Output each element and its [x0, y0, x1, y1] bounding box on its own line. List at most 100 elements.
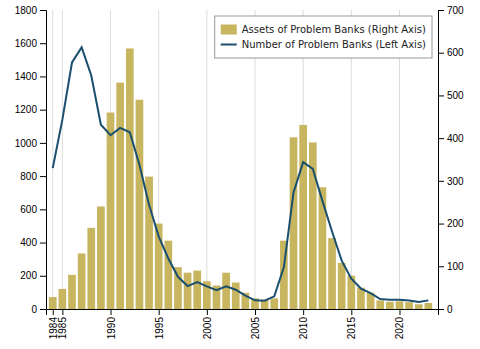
tick-label: 1000	[15, 138, 38, 149]
bar	[290, 137, 298, 309]
tick-label: 2005	[250, 317, 261, 340]
tick-mark	[40, 110, 46, 111]
tick-mark	[438, 266, 444, 267]
tick-label: 2015	[346, 317, 357, 340]
tick-label: 1995	[154, 317, 165, 340]
bar	[97, 206, 105, 309]
bar	[87, 228, 95, 309]
tick-mark	[40, 43, 46, 44]
tick: 1000	[15, 138, 46, 149]
bar	[193, 271, 201, 309]
tick-label: 1990	[106, 317, 117, 340]
tick-label: 400	[447, 133, 464, 144]
bar	[68, 275, 76, 309]
tick: 2010	[298, 309, 309, 339]
tick-mark	[351, 309, 352, 315]
tick: 200	[20, 270, 46, 281]
tick: 400	[438, 133, 464, 144]
tick: 2000	[202, 309, 213, 339]
tick: 500	[438, 90, 464, 101]
bar	[232, 283, 240, 309]
tick-mark	[40, 143, 46, 144]
tick-label: 2020	[394, 317, 405, 340]
tick: 800	[20, 171, 46, 182]
tick-label: 1600	[15, 38, 38, 49]
bar	[425, 303, 433, 309]
tick-mark	[40, 176, 46, 177]
y2-axis: 0100200300400500600700	[438, 5, 464, 315]
bar	[299, 125, 307, 309]
bar	[319, 187, 327, 309]
bar	[49, 297, 57, 309]
tick-label: 0	[447, 304, 453, 315]
tick-label: 800	[20, 171, 37, 182]
line	[53, 47, 429, 302]
marks	[49, 47, 432, 309]
bar	[184, 273, 192, 309]
bar	[376, 300, 384, 309]
legend: Assets of Problem Banks (Right Axis)Numb…	[215, 16, 432, 58]
tick: 2020	[394, 309, 405, 339]
bar	[405, 302, 413, 309]
tick-mark	[62, 309, 63, 315]
tick-mark	[159, 309, 160, 315]
bars	[49, 48, 432, 309]
tick-label: 600	[20, 204, 37, 215]
grid-line	[62, 10, 63, 309]
legend-box	[215, 16, 432, 58]
tick: 0	[31, 304, 46, 315]
tick: 1600	[15, 38, 46, 49]
tick-mark	[438, 224, 444, 225]
x-axis: 198419851990199520002005201020152020	[47, 309, 439, 339]
tick: 600	[20, 204, 46, 215]
tick-mark	[53, 309, 54, 315]
tick-mark	[40, 243, 46, 244]
tick-label: 400	[20, 237, 37, 248]
legend-swatch	[221, 44, 237, 46]
legend-swatch	[221, 25, 237, 35]
tick: 700	[438, 5, 464, 16]
tick-label: 1200	[15, 104, 38, 115]
tick-label: 1985	[57, 317, 68, 340]
grid-line	[52, 10, 53, 309]
tick: 300	[438, 176, 464, 187]
tick: 2005	[250, 309, 261, 339]
tick-label: 1800	[15, 5, 38, 16]
tick: 1800	[15, 5, 46, 16]
bar	[415, 304, 423, 309]
tick-mark	[438, 309, 444, 310]
bar	[107, 113, 115, 309]
tick-mark	[438, 181, 444, 182]
bar	[59, 289, 67, 309]
bar	[328, 238, 336, 309]
y2-axis-line	[439, 11, 445, 310]
tick: 2015	[346, 309, 357, 339]
tick-label: 100	[447, 261, 464, 272]
tick: 1200	[15, 104, 46, 115]
legend-label: Assets of Problem Banks (Right Axis)	[242, 24, 426, 35]
tick: 1985	[57, 309, 68, 339]
tick-mark	[40, 309, 46, 310]
bar	[270, 298, 278, 309]
x-axis-line	[47, 310, 439, 316]
tick-mark	[111, 309, 112, 315]
tick: 1990	[106, 309, 117, 339]
tick-mark	[207, 309, 208, 315]
tick-label: 300	[447, 176, 464, 187]
tick-mark	[438, 53, 444, 54]
bar	[396, 301, 404, 309]
tick-label: 500	[447, 90, 464, 101]
bar	[338, 263, 346, 309]
tick-mark	[40, 276, 46, 277]
tick-label: 0	[31, 304, 37, 315]
tick: 1400	[15, 71, 46, 82]
y-axis-line	[40, 11, 47, 310]
chart: 1984198519901995200020052010201520200200…	[0, 0, 480, 349]
tick-mark	[438, 95, 444, 96]
bar	[116, 83, 124, 309]
bar	[78, 253, 86, 309]
tick-mark	[40, 10, 46, 11]
tick-label: 2000	[202, 317, 213, 340]
tick-mark	[399, 309, 400, 315]
tick: 600	[438, 47, 464, 58]
